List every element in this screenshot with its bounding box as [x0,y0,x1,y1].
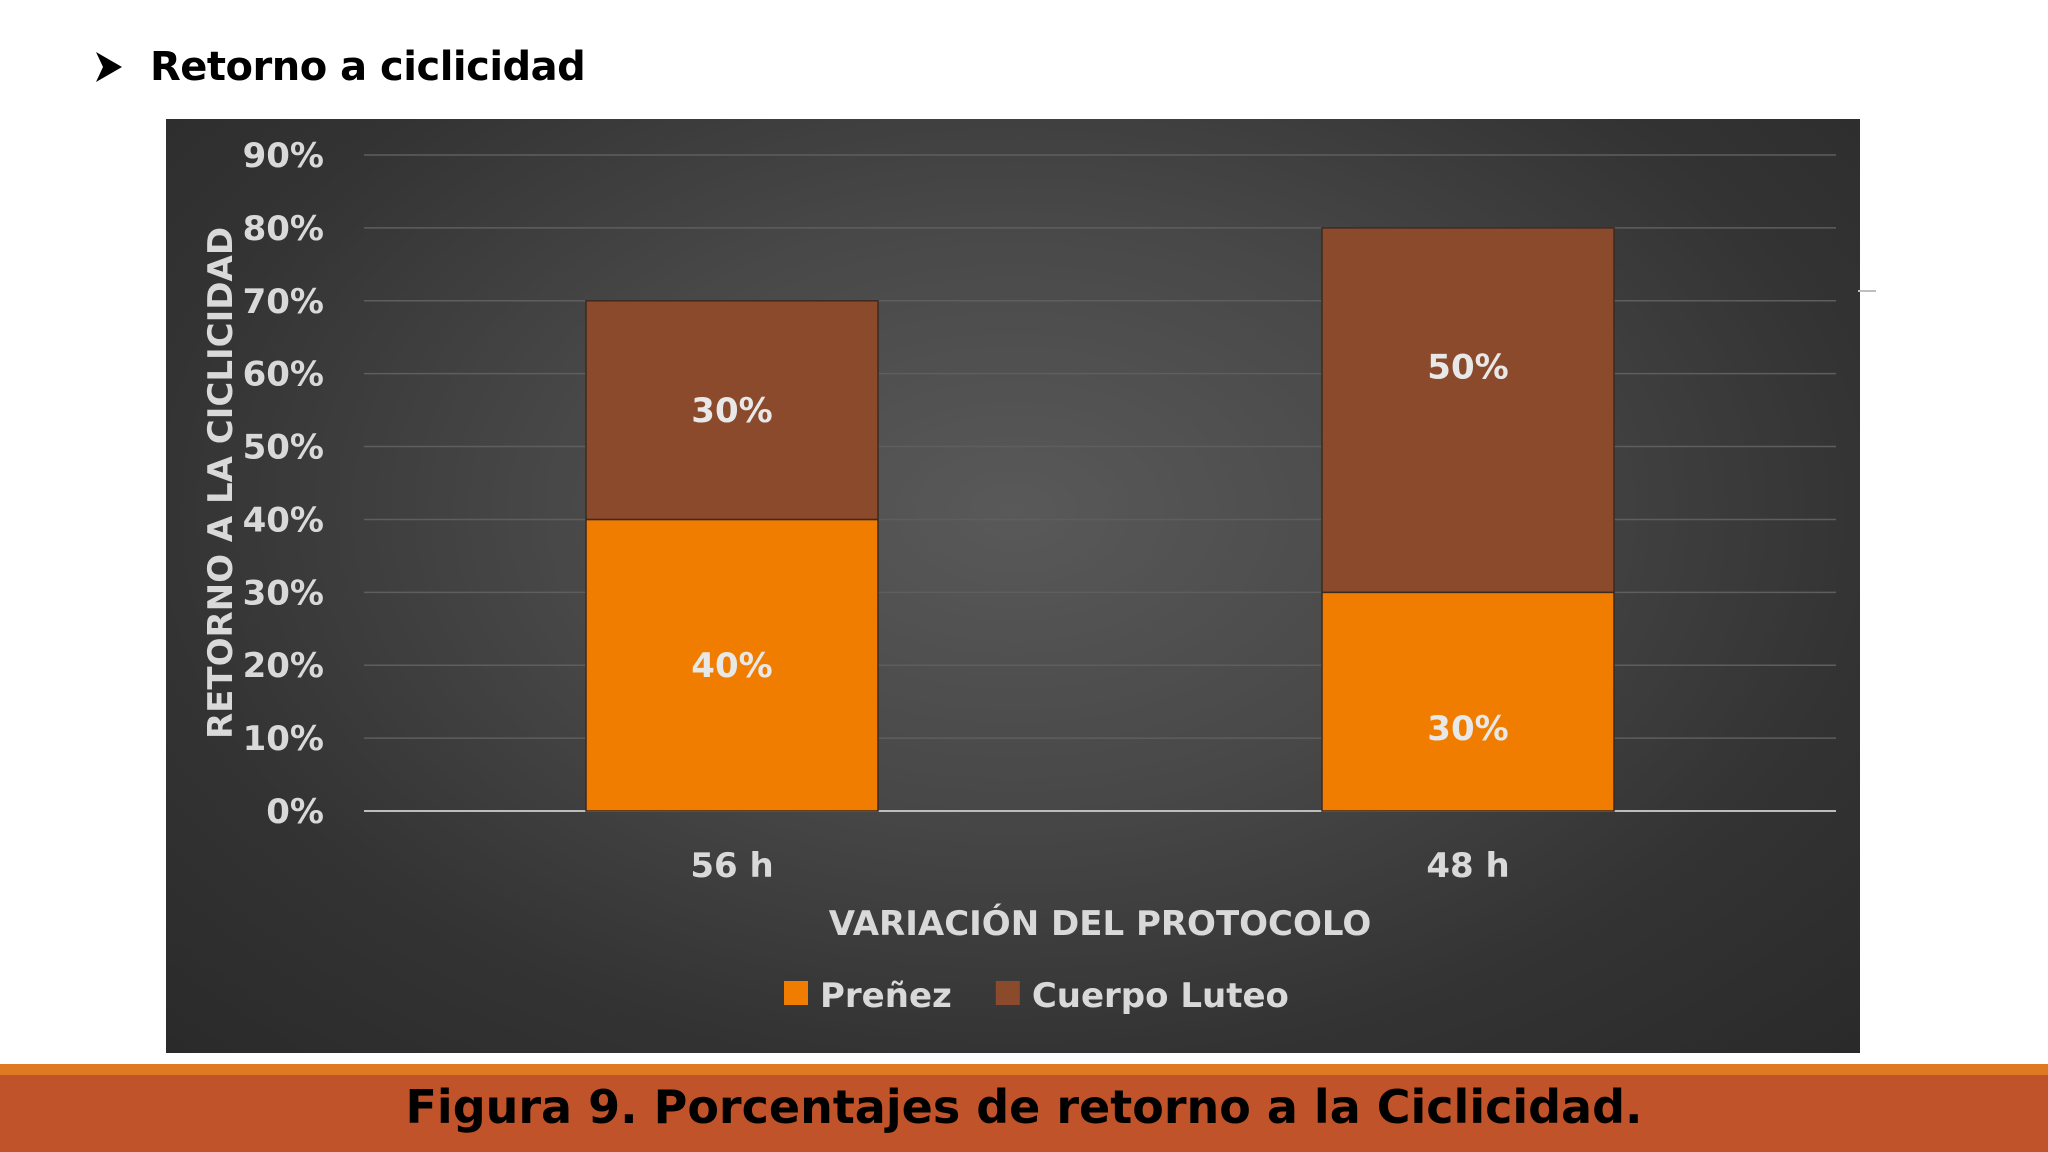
x-category-label: 56 h [690,846,773,886]
slide-heading: Retorno a ciclicidad [150,44,586,90]
y-tick-label: 70% [243,282,324,322]
bar-cuerpo-luteo [1321,227,1615,594]
legend-swatch-cuerpo-luteo [995,981,1020,1005]
y-tick-label: 80% [243,209,324,249]
y-tick-label: 40% [243,500,324,540]
y-axis-title: RETORNO A LA CICLICIDAD [201,227,241,739]
x-axis-title: VARIACIÓN DEL PROTOCOLO [829,903,1372,944]
stacked-bar-chart: 0% 10% 20% 30% 40% 50% 60% 70% 80% 90% 40% 30% 56 h 3… [201,136,1836,1016]
data-label: 50% [1427,347,1508,387]
y-tick-label: 30% [243,573,324,613]
y-tick-label: 10% [243,719,324,759]
arrow-bullet-icon [96,52,122,82]
figure-caption: Figura 9. Porcentajes de retorno a la Ci… [405,1080,1643,1134]
y-tick-label: 50% [243,428,324,468]
legend-label: Preñez [820,976,952,1016]
data-label: 30% [691,391,772,431]
bar-cuerpo-luteo [585,300,879,521]
legend-label: Cuerpo Luteo [1032,976,1289,1016]
chart-panel: 0% 10% 20% 30% 40% 50% 60% 70% 80% 90% 40% 30% 56 h 3… [166,119,1860,1053]
caption-bar [0,1064,2048,1152]
bullet-row: Retorno a ciclicidad [94,44,586,90]
y-tick-label: 90% [243,136,324,176]
data-label: 30% [1427,709,1508,749]
x-category-label: 48 h [1426,846,1509,886]
data-label: 40% [691,646,772,686]
bar-prenez [1321,591,1615,812]
slide-divider-mark [1858,290,1876,292]
y-tick-label: 0% [266,792,324,832]
y-tick-label: 20% [243,646,324,686]
y-tick-label: 60% [243,355,324,395]
legend-swatch-prenez [784,981,808,1005]
